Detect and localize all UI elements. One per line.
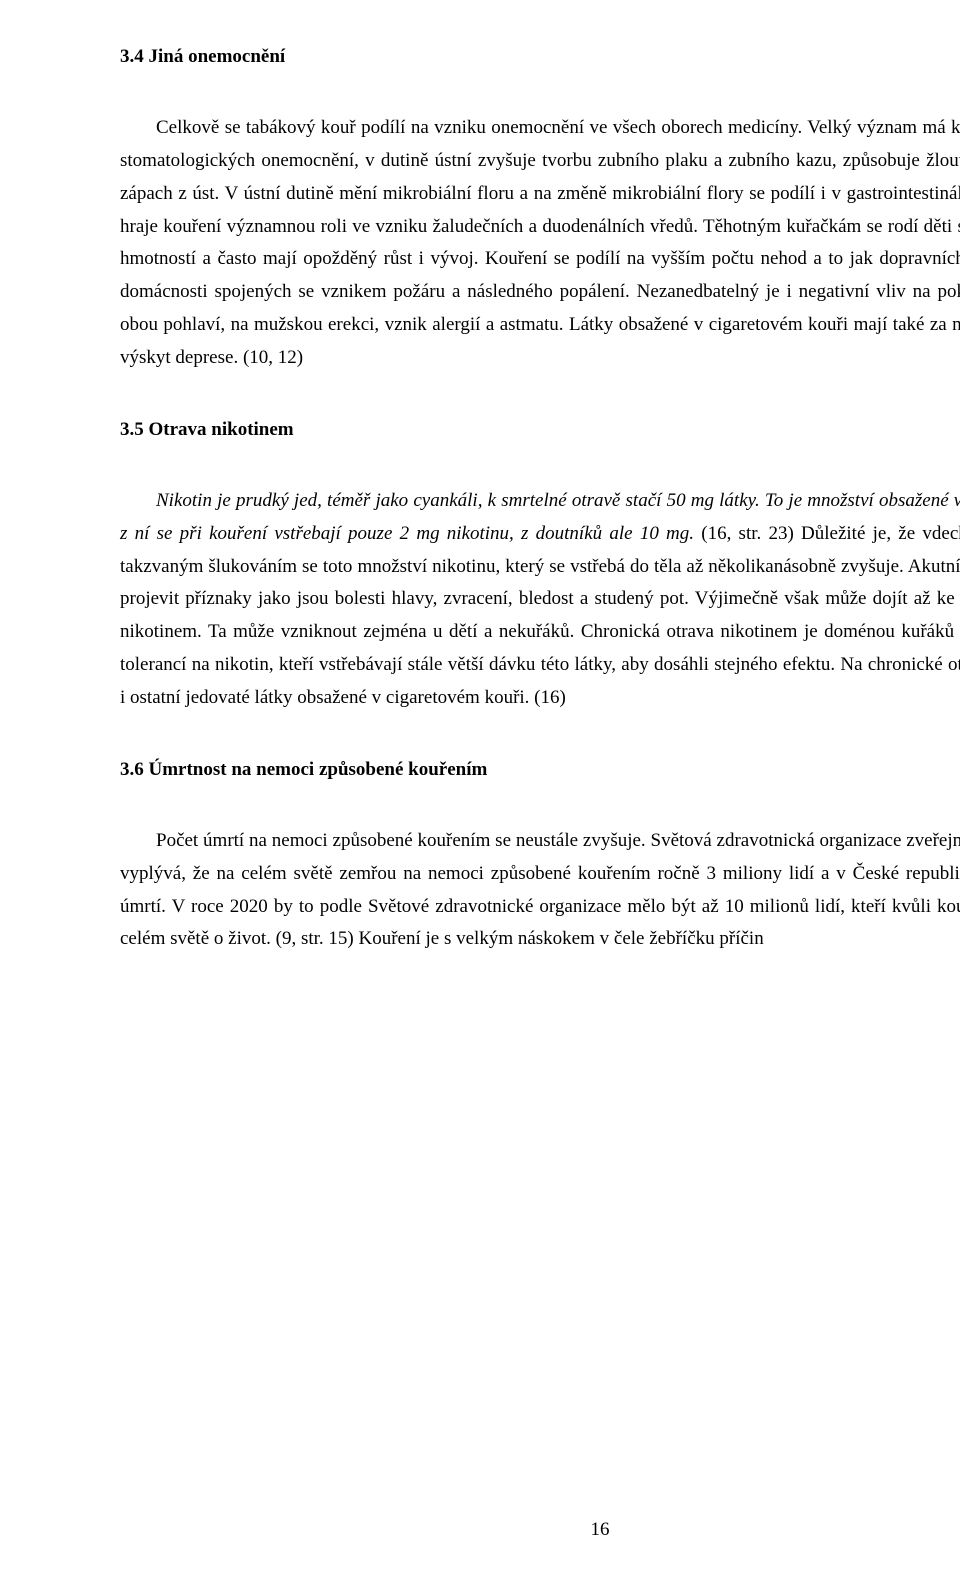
heading-3-4: 3.4 Jiná onemocnění	[120, 46, 960, 68]
rest-text-3-5: (16, str. 23) Důležité je, že vdechování…	[120, 523, 960, 708]
heading-3-5: 3.5 Otrava nikotinem	[120, 419, 960, 441]
page-number: 16	[120, 1519, 960, 1541]
paragraph-3-4: Celkově se tabákový kouř podílí na vznik…	[120, 112, 960, 375]
paragraph-3-6: Počet úmrtí na nemoci způsobené kouřením…	[120, 825, 960, 956]
page-container: 3.4 Jiná onemocnění Celkově se tabákový …	[120, 46, 960, 1589]
heading-3-6: 3.6 Úmrtnost na nemoci způsobené kouření…	[120, 759, 960, 781]
paragraph-3-5: Nikotin je prudký jed, téměř jako cyanká…	[120, 485, 960, 715]
